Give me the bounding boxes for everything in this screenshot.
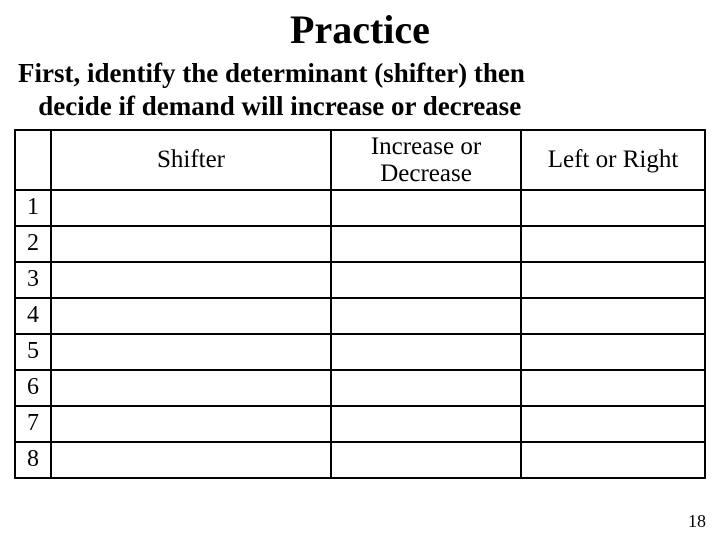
row-leftright [521, 190, 705, 226]
subtitle-line-1: First, identify the determinant (shifter… [18, 58, 525, 88]
row-num: 3 [15, 262, 51, 298]
row-shifter [51, 262, 331, 298]
row-num: 5 [15, 334, 51, 370]
table-row: 4 [15, 298, 705, 334]
row-incdec [331, 190, 521, 226]
row-leftright [521, 442, 705, 478]
row-incdec [331, 442, 521, 478]
row-shifter [51, 370, 331, 406]
row-num: 2 [15, 226, 51, 262]
header-incdec: Increase or Decrease [331, 130, 521, 190]
header-leftright: Left or Right [521, 130, 705, 190]
header-shifter: Shifter [51, 130, 331, 190]
row-incdec [331, 406, 521, 442]
row-leftright [521, 298, 705, 334]
row-shifter [51, 298, 331, 334]
table-row: 7 [15, 406, 705, 442]
row-leftright [521, 406, 705, 442]
page-number: 18 [688, 511, 706, 532]
row-num: 7 [15, 406, 51, 442]
row-shifter [51, 442, 331, 478]
table-row: 2 [15, 226, 705, 262]
practice-table: Shifter Increase or Decrease Left or Rig… [14, 129, 706, 479]
row-incdec [331, 262, 521, 298]
row-leftright [521, 370, 705, 406]
row-num: 4 [15, 298, 51, 334]
row-leftright [521, 262, 705, 298]
slide-subtitle: First, identify the determinant (shifter… [14, 57, 706, 123]
table-row: 5 [15, 334, 705, 370]
row-incdec [331, 370, 521, 406]
table-row: 8 [15, 442, 705, 478]
row-shifter [51, 190, 331, 226]
row-num: 1 [15, 190, 51, 226]
row-num: 6 [15, 370, 51, 406]
header-incdec-line1: Increase or [371, 133, 481, 160]
row-shifter [51, 226, 331, 262]
slide-title: Practice [14, 6, 706, 53]
row-leftright [521, 334, 705, 370]
row-shifter [51, 334, 331, 370]
table-header-row: Shifter Increase or Decrease Left or Rig… [15, 130, 705, 190]
header-incdec-line2: Decrease [380, 160, 472, 187]
header-num [15, 130, 51, 190]
row-num: 8 [15, 442, 51, 478]
row-incdec [331, 334, 521, 370]
row-leftright [521, 226, 705, 262]
table-row: 6 [15, 370, 705, 406]
row-incdec [331, 226, 521, 262]
row-incdec [331, 298, 521, 334]
table-row: 3 [15, 262, 705, 298]
subtitle-line-2: decide if demand will increase or decrea… [38, 91, 521, 121]
row-shifter [51, 406, 331, 442]
table-row: 1 [15, 190, 705, 226]
